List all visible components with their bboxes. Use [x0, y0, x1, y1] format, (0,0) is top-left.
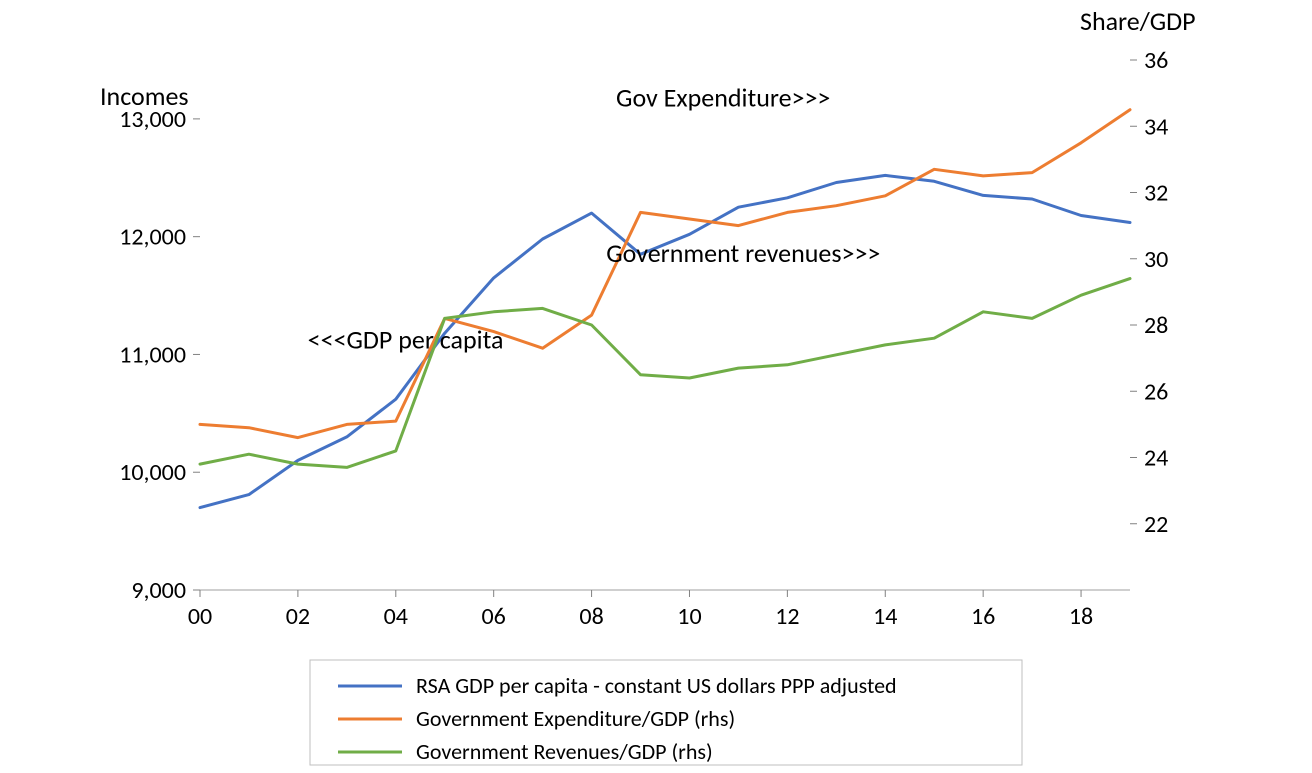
- annotation-exp_label: Gov Expenditure>>>: [616, 81, 830, 113]
- legend-label-gov_exp: Government Expenditure/GDP (rhs): [416, 705, 735, 732]
- x-tick-label: 14: [873, 602, 897, 631]
- y-left-tick-label: 10,000: [119, 458, 186, 487]
- x-tick-label: 06: [482, 602, 506, 631]
- y-right-tick-label: 26: [1144, 377, 1168, 406]
- legend-label-gdp_pc: RSA GDP per capita - constant US dollars…: [416, 672, 897, 699]
- x-tick-label: 18: [1069, 602, 1093, 631]
- left-axis-title: Incomes: [100, 80, 189, 112]
- x-tick-label: 02: [286, 602, 310, 631]
- annotation-gdp_label: <<<GDP per capita: [308, 324, 504, 356]
- y-left-tick-label: 11,000: [119, 340, 186, 369]
- y-right-tick-label: 36: [1144, 46, 1168, 75]
- y-right-tick-label: 34: [1144, 112, 1168, 141]
- x-tick-label: 12: [775, 602, 799, 631]
- x-tick-label: 16: [971, 602, 995, 631]
- chart-background: [0, 0, 1312, 773]
- x-tick-label: 08: [579, 602, 603, 631]
- y-right-tick-label: 28: [1144, 311, 1168, 340]
- y-right-tick-label: 24: [1144, 444, 1168, 473]
- y-left-tick-label: 9,000: [131, 576, 186, 605]
- x-tick-label: 04: [384, 602, 408, 631]
- y-right-tick-label: 30: [1144, 245, 1168, 274]
- y-right-tick-label: 32: [1144, 179, 1168, 208]
- x-tick-label: 10: [677, 602, 701, 631]
- x-tick-label: 00: [188, 602, 212, 631]
- annotation-rev_label: Government revenues>>>: [606, 237, 880, 269]
- y-left-tick-label: 12,000: [119, 223, 186, 252]
- line-chart: 00 02 04 06 08 10 12 14 16 18 9,000 10,000 11,000 12,…: [0, 0, 1312, 773]
- y-right-tick-label: 22: [1144, 510, 1168, 539]
- chart-container: 00 02 04 06 08 10 12 14 16 18 9,000 10,000 11,000 12,…: [0, 0, 1312, 773]
- right-axis-title: Share/GDP: [1080, 5, 1196, 37]
- legend-label-gov_rev: Government Revenues/GDP (rhs): [416, 738, 713, 765]
